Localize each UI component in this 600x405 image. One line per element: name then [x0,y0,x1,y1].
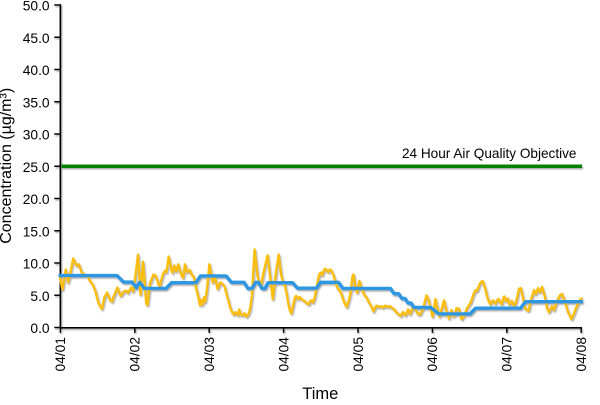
svg-text:35.0: 35.0 [23,95,50,110]
svg-text:04/06: 04/06 [425,337,440,372]
svg-text:40.0: 40.0 [23,63,50,78]
svg-text:25.0: 25.0 [23,160,50,175]
svg-text:50.0: 50.0 [23,0,50,14]
svg-text:04/02: 04/02 [128,337,143,372]
svg-text:Time: Time [302,385,338,400]
svg-text:04/08: 04/08 [574,337,589,372]
svg-text:5.0: 5.0 [30,289,50,304]
svg-text:04/04: 04/04 [276,337,291,372]
svg-text:04/07: 04/07 [500,337,515,372]
svg-text:04/05: 04/05 [351,337,366,372]
svg-text:04/03: 04/03 [202,337,217,372]
svg-text:10.0: 10.0 [23,257,50,272]
svg-text:30.0: 30.0 [23,128,50,143]
svg-text:0.0: 0.0 [30,321,50,336]
svg-text:20.0: 20.0 [23,192,50,207]
svg-text:15.0: 15.0 [23,224,50,239]
svg-text:04/01: 04/01 [53,337,68,372]
svg-text:45.0: 45.0 [23,31,50,46]
svg-text:24 Hour Air Quality Objective: 24 Hour Air Quality Objective [402,146,577,161]
svg-text:Concentration (µg/m³): Concentration (µg/m³) [0,88,15,244]
